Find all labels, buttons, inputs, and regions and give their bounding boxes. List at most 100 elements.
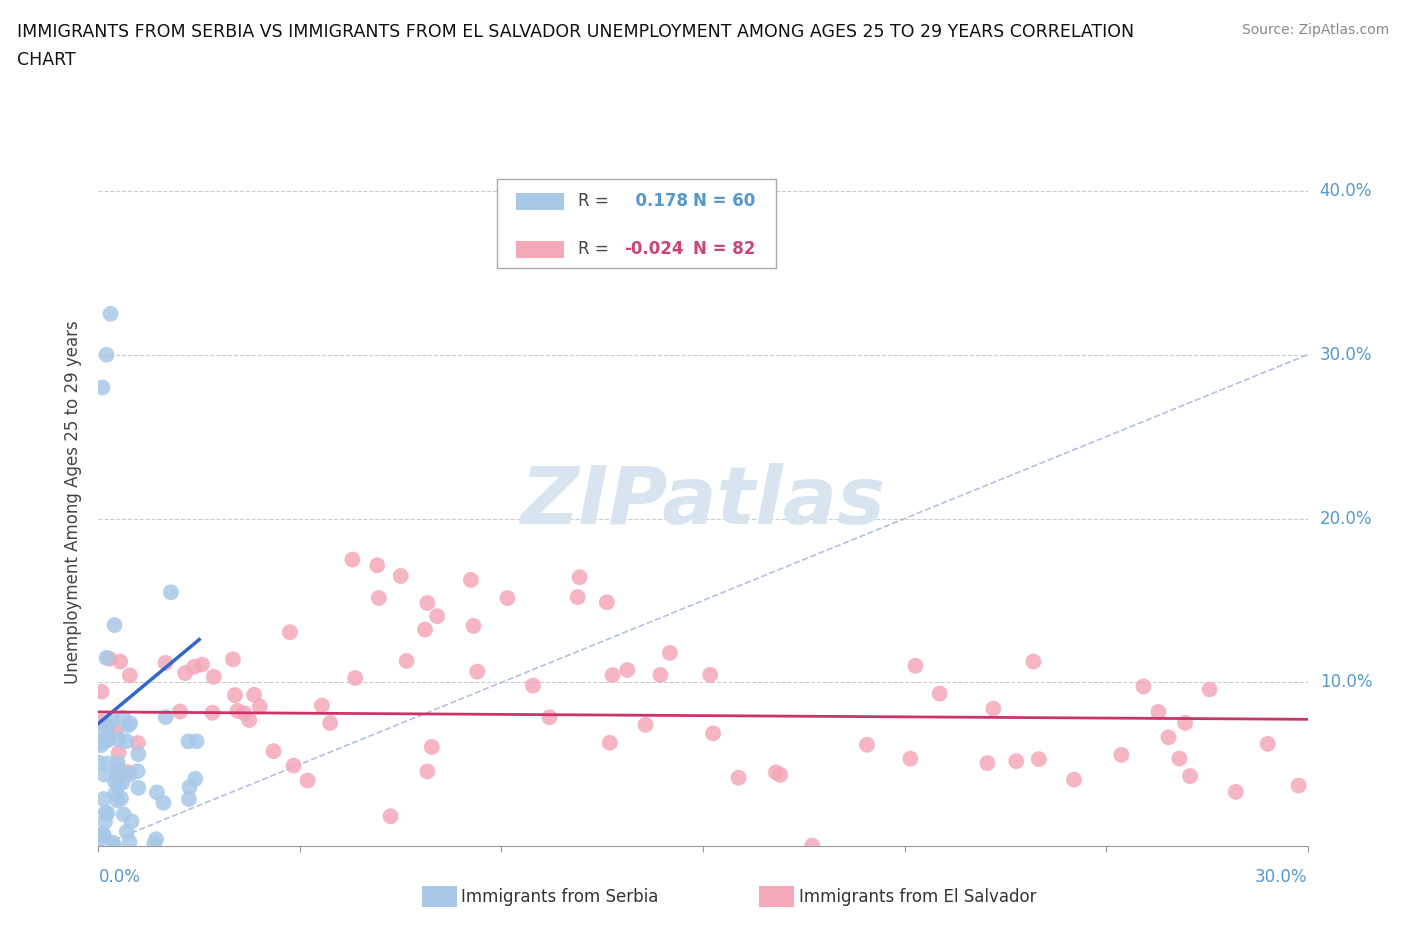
Text: R =: R = xyxy=(578,240,614,259)
Point xyxy=(1288,778,1310,793)
Point xyxy=(91,380,114,395)
Point xyxy=(1257,737,1279,751)
Point xyxy=(97,732,120,747)
Point xyxy=(179,779,201,794)
Point xyxy=(93,735,115,750)
Point xyxy=(1132,679,1154,694)
Text: 40.0%: 40.0% xyxy=(1320,182,1372,200)
Point xyxy=(297,773,319,788)
Point xyxy=(602,668,624,683)
Point xyxy=(160,585,183,600)
Point xyxy=(111,776,134,790)
Point xyxy=(1174,715,1197,730)
Point xyxy=(496,591,519,605)
Point xyxy=(96,347,118,362)
Point xyxy=(115,824,138,839)
Point xyxy=(904,658,927,673)
Point xyxy=(127,780,149,795)
Point xyxy=(127,736,149,751)
Point xyxy=(928,686,950,701)
Point xyxy=(107,777,129,792)
Point xyxy=(177,734,200,749)
Point xyxy=(311,698,333,713)
Point xyxy=(152,795,174,810)
Point xyxy=(416,764,439,778)
Point xyxy=(110,790,132,805)
Point xyxy=(108,763,131,777)
Point xyxy=(105,764,128,779)
Text: 30.0%: 30.0% xyxy=(1320,346,1372,364)
Text: -0.024: -0.024 xyxy=(624,240,683,259)
Point xyxy=(596,595,619,610)
Point xyxy=(90,684,112,699)
Point xyxy=(342,552,364,567)
Point xyxy=(366,558,388,573)
Point xyxy=(460,573,482,588)
Point xyxy=(233,706,256,721)
Point xyxy=(112,711,135,725)
Point xyxy=(90,714,112,729)
Point xyxy=(1005,753,1028,768)
Point xyxy=(93,791,115,806)
Point xyxy=(174,666,197,681)
Point xyxy=(202,670,225,684)
Point xyxy=(118,767,141,782)
Text: ZIPatlas: ZIPatlas xyxy=(520,463,886,541)
Point xyxy=(93,828,115,843)
Point xyxy=(127,764,149,778)
Point xyxy=(127,747,149,762)
Point xyxy=(413,622,436,637)
Text: 0.0%: 0.0% xyxy=(98,869,141,886)
Point xyxy=(98,651,121,666)
Point xyxy=(146,785,169,800)
Point xyxy=(89,735,111,750)
Text: 20.0%: 20.0% xyxy=(1320,510,1372,527)
Text: N = 82: N = 82 xyxy=(693,240,755,259)
Point xyxy=(94,724,117,739)
Point xyxy=(568,570,591,585)
Point xyxy=(87,755,110,770)
Point xyxy=(201,705,224,720)
Point xyxy=(155,710,177,724)
Point xyxy=(222,652,245,667)
Point xyxy=(243,687,266,702)
Point xyxy=(658,645,681,660)
Point xyxy=(115,734,138,749)
Point xyxy=(538,710,561,724)
Text: CHART: CHART xyxy=(17,51,76,69)
Point xyxy=(98,731,121,746)
Point xyxy=(107,732,129,747)
Point xyxy=(96,733,118,748)
Point xyxy=(702,726,724,741)
Point xyxy=(283,758,305,773)
Point xyxy=(120,716,142,731)
Point xyxy=(103,618,125,632)
Point xyxy=(1147,705,1170,720)
Point xyxy=(238,712,260,727)
Point xyxy=(105,792,128,807)
Y-axis label: Unemployment Among Ages 25 to 29 years: Unemployment Among Ages 25 to 29 years xyxy=(65,320,83,684)
Point xyxy=(96,719,118,734)
Point xyxy=(89,832,111,847)
Point xyxy=(522,678,544,693)
Point xyxy=(319,715,342,730)
Point xyxy=(389,568,412,583)
Text: 30.0%: 30.0% xyxy=(1256,869,1308,886)
Point xyxy=(249,699,271,714)
Point xyxy=(103,839,125,854)
Point xyxy=(97,717,120,732)
Point xyxy=(117,718,139,733)
Text: 0.178: 0.178 xyxy=(624,193,689,210)
Point xyxy=(105,724,128,738)
Point xyxy=(107,745,129,760)
Point xyxy=(1198,682,1220,697)
Point xyxy=(567,590,589,604)
Point xyxy=(112,807,135,822)
Point xyxy=(186,734,208,749)
Point xyxy=(380,809,402,824)
Point xyxy=(97,756,120,771)
Point xyxy=(104,787,127,802)
Point xyxy=(177,791,200,806)
Point xyxy=(801,838,824,853)
Point xyxy=(463,618,485,633)
